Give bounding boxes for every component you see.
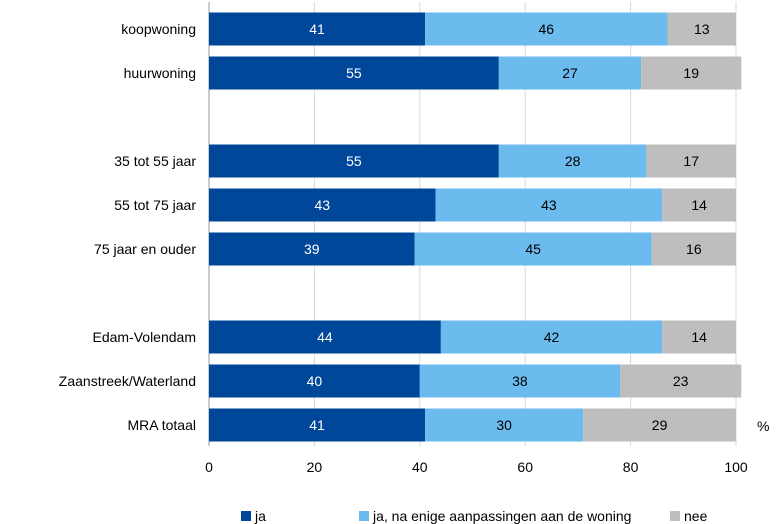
data-label: 41	[309, 417, 325, 433]
bars: 41 46 13 55 27 19 55 28 17 43 43 14 39 45 16 44 42 14 40 38…	[209, 12, 742, 442]
bar-segment	[425, 12, 668, 46]
legend-swatch	[670, 511, 680, 521]
category-label: MRA totaal	[128, 417, 196, 433]
bar-segment	[209, 188, 436, 222]
data-label: 13	[694, 21, 710, 37]
x-tick-label: 0	[205, 459, 213, 475]
x-tick-label: 80	[623, 459, 639, 475]
data-label: 16	[686, 241, 702, 257]
bar-segment	[414, 232, 652, 266]
data-label: 44	[317, 329, 333, 345]
legend-label: ja, na enige aanpassingen aan de woning	[372, 508, 631, 524]
category-label: 35 tot 55 jaar	[114, 153, 196, 169]
bar-segment	[435, 188, 663, 222]
data-label: 39	[304, 241, 320, 257]
bar-segment	[209, 56, 499, 90]
data-label: 42	[544, 329, 560, 345]
category-labels: koopwoning huurwoning 35 tot 55 jaar 55 tot…	[59, 21, 197, 433]
x-tick-label: 60	[517, 459, 533, 475]
bar-segment	[662, 320, 736, 354]
bar-segment	[667, 12, 736, 46]
data-label: 45	[525, 241, 541, 257]
bar-segment	[583, 408, 736, 442]
category-label: Edam-Volendam	[92, 329, 196, 345]
data-label: 30	[496, 417, 512, 433]
data-label: 43	[541, 197, 557, 213]
bar-segment	[498, 144, 647, 178]
category-label: 75 jaar en ouder	[94, 241, 196, 257]
bar-segment	[498, 56, 642, 90]
x-tick-label: 20	[307, 459, 323, 475]
data-label: 40	[307, 373, 323, 389]
unit-label: %	[757, 418, 769, 434]
legend: ja ja, na enige aanpassingen aan de wonin…	[241, 508, 708, 524]
data-label: 23	[673, 373, 689, 389]
legend-swatch	[241, 511, 251, 521]
bar-segment	[641, 56, 742, 90]
bar-segment	[209, 408, 426, 442]
bar-segment	[209, 320, 441, 354]
data-label: 17	[683, 153, 699, 169]
category-label: Zaanstreek/Waterland	[59, 373, 196, 389]
data-label: 28	[565, 153, 581, 169]
bar-segment	[651, 232, 736, 266]
bar-segment	[646, 144, 736, 178]
x-axis-ticks: 0 20 40 60 80 100	[205, 459, 748, 475]
category-label: koopwoning	[121, 21, 196, 37]
bar-segment	[620, 364, 742, 398]
data-label: 19	[683, 65, 699, 81]
data-label: 46	[538, 21, 554, 37]
bar-segment	[419, 364, 621, 398]
data-label: 29	[652, 417, 668, 433]
data-label: 38	[512, 373, 528, 389]
bar-segment	[425, 408, 584, 442]
category-label: huurwoning	[124, 65, 196, 81]
legend-label: nee	[684, 508, 708, 524]
category-label: 55 tot 75 jaar	[114, 197, 196, 213]
data-label: 27	[562, 65, 578, 81]
bar-segment	[209, 364, 420, 398]
data-label: 43	[315, 197, 331, 213]
legend-label: ja	[254, 508, 266, 524]
bar-segment	[209, 12, 426, 46]
data-label: 14	[691, 197, 707, 213]
data-label: 55	[346, 153, 362, 169]
data-label: 55	[346, 65, 362, 81]
bar-segment	[440, 320, 663, 354]
data-label: 14	[691, 329, 707, 345]
x-tick-label: 40	[412, 459, 428, 475]
bar-segment	[662, 188, 736, 222]
x-tick-label: 100	[724, 459, 748, 475]
bar-segment	[209, 232, 415, 266]
bar-segment	[209, 144, 499, 178]
legend-swatch	[359, 511, 369, 521]
data-label: 41	[309, 21, 325, 37]
